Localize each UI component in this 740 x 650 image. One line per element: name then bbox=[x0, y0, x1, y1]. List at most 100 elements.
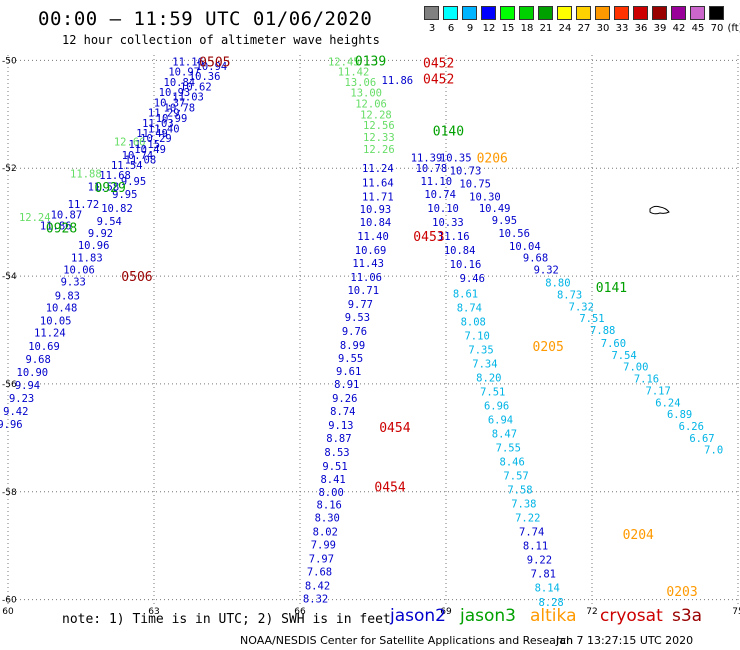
wave-height-value: 8.61 bbox=[453, 288, 478, 300]
wave-height-value: 8.46 bbox=[500, 457, 525, 469]
wave-height-value: 10.49 bbox=[479, 203, 511, 215]
pass-label: 0206 bbox=[477, 151, 508, 166]
wave-height-value: 6.26 bbox=[679, 421, 704, 433]
wave-height-value: 10.84 bbox=[444, 245, 476, 257]
wave-height-value: 8.20 bbox=[476, 372, 501, 384]
wave-height-value: 10.30 bbox=[469, 191, 501, 203]
wave-height-value: 11.54 bbox=[111, 160, 143, 172]
wave-height-value: 11.10 bbox=[420, 176, 452, 188]
pass-label: 0452 bbox=[423, 57, 454, 72]
wave-height-value: 9.13 bbox=[328, 420, 353, 432]
wave-height-value: 7.0 bbox=[704, 445, 723, 457]
timestamp-text: Jan 7 13:27:15 UTC 2020 bbox=[556, 634, 694, 647]
pass-label: 0139 bbox=[355, 54, 386, 69]
scale-label: 3 bbox=[428, 23, 436, 34]
wave-height-value: 7.58 bbox=[507, 485, 532, 497]
scale-unit: (ft) bbox=[727, 23, 740, 34]
pass-label: 0141 bbox=[596, 281, 627, 296]
wave-height-value: 11.83 bbox=[71, 253, 103, 265]
wave-height-value: 6.96 bbox=[484, 400, 509, 412]
satellite-legend-item: jason2 bbox=[390, 606, 446, 626]
x-tick-label: 63 bbox=[148, 607, 159, 617]
scale-label: 27 bbox=[577, 23, 591, 34]
wave-height-value: 8.11 bbox=[523, 541, 548, 553]
scale-swatch bbox=[633, 6, 648, 20]
wave-height-value: 8.74 bbox=[330, 406, 355, 418]
wave-height-value: 7.51 bbox=[579, 313, 604, 325]
wave-height-value: 10.71 bbox=[347, 285, 379, 297]
wave-height-value: 10.84 bbox=[164, 77, 196, 89]
wave-height-value: 7.60 bbox=[601, 338, 626, 350]
wave-height-value: 8.91 bbox=[334, 379, 359, 391]
scale-swatch bbox=[519, 6, 534, 20]
x-tick-label: 69 bbox=[440, 607, 452, 617]
wave-height-value: 8.08 bbox=[461, 316, 486, 328]
wave-height-value: 11.03 bbox=[142, 118, 174, 130]
scale-label: 39 bbox=[653, 23, 667, 34]
wave-height-value: 7.51 bbox=[480, 386, 505, 398]
wave-height-value: 10.16 bbox=[450, 259, 482, 271]
wave-height-value: 11.86 bbox=[40, 220, 72, 232]
wave-height-value: 7.54 bbox=[611, 350, 636, 362]
pass-label: 0204 bbox=[623, 528, 654, 543]
wave-height-value: 9.83 bbox=[55, 290, 80, 302]
wave-height-value: 12.33 bbox=[363, 132, 395, 144]
wave-height-value: 9.33 bbox=[61, 276, 86, 288]
pass-label: 0140 bbox=[433, 124, 464, 139]
pass-label: 0505 bbox=[199, 55, 230, 70]
wave-height-value: 8.00 bbox=[318, 487, 343, 499]
scale-label: 9 bbox=[466, 23, 474, 34]
wave-height-value: 12.45 bbox=[328, 56, 360, 68]
wave-height-value: 12.28 bbox=[360, 109, 392, 121]
scale-label: 70 bbox=[710, 23, 724, 34]
wave-height-value: 11.16 bbox=[172, 56, 204, 68]
wave-height-value: 9.94 bbox=[15, 380, 40, 392]
wave-height-value: 9.96 bbox=[0, 419, 23, 431]
wave-height-value: 11.49 bbox=[136, 128, 168, 140]
wave-height-value: 11.16 bbox=[438, 231, 470, 243]
wave-height-value: 12.06 bbox=[355, 99, 387, 111]
wave-height-value: 9.42 bbox=[3, 406, 28, 418]
wave-height-value: 10.04 bbox=[509, 241, 541, 253]
wave-height-value: 10.73 bbox=[450, 165, 482, 177]
wave-height-value: 10.05 bbox=[40, 315, 72, 327]
wave-height-value: 9.68 bbox=[523, 253, 548, 265]
wave-height-value: 9.23 bbox=[9, 393, 34, 405]
wave-height-value: 10.74 bbox=[122, 150, 154, 162]
scale-swatch bbox=[709, 6, 724, 20]
wave-height-value: 10.69 bbox=[28, 341, 60, 353]
wave-height-value: 6.24 bbox=[655, 397, 680, 409]
wave-height-value: 7.34 bbox=[472, 358, 497, 370]
y-tick-label: -60 bbox=[2, 596, 17, 606]
chart-title: 00:00 – 11:59 UTC 01/06/2020 bbox=[38, 8, 373, 30]
scale-label: 12 bbox=[482, 23, 496, 34]
wave-height-value: 9.54 bbox=[97, 216, 122, 228]
wave-height-value: 8.73 bbox=[557, 289, 582, 301]
scale-label: 36 bbox=[634, 23, 648, 34]
scale-label: 18 bbox=[520, 23, 534, 34]
y-tick-label: -56 bbox=[2, 380, 17, 390]
y-tick-label: -54 bbox=[2, 272, 17, 282]
wave-height-value: 8.32 bbox=[303, 594, 328, 606]
wave-height-value: 8.80 bbox=[545, 278, 570, 290]
pass-label: 0928 bbox=[46, 222, 77, 237]
wave-height-value: 9.32 bbox=[534, 265, 559, 277]
wave-height-value: 9.22 bbox=[527, 555, 552, 567]
pass-label: 0454 bbox=[374, 480, 405, 495]
wave-height-value: 10.69 bbox=[355, 245, 387, 257]
wave-height-value: 10.82 bbox=[101, 203, 133, 215]
wave-height-value: 9.92 bbox=[88, 228, 113, 240]
scale-swatch bbox=[690, 6, 705, 20]
scale-swatch bbox=[557, 6, 572, 20]
wave-height-value: 8.42 bbox=[305, 581, 330, 593]
wave-height-value: 10.75 bbox=[459, 178, 491, 190]
wave-height-value: 10.48 bbox=[46, 302, 78, 314]
wave-height-value: 9.26 bbox=[332, 393, 357, 405]
island-outline-icon bbox=[649, 205, 670, 215]
wave-height-value: 7.35 bbox=[468, 344, 493, 356]
wave-height-value: 10.06 bbox=[63, 265, 95, 277]
satellite-legend-item: s3a bbox=[672, 606, 703, 626]
scale-swatch bbox=[538, 6, 553, 20]
wave-height-value: 10.37 bbox=[154, 97, 186, 109]
scale-label: 33 bbox=[615, 23, 629, 34]
